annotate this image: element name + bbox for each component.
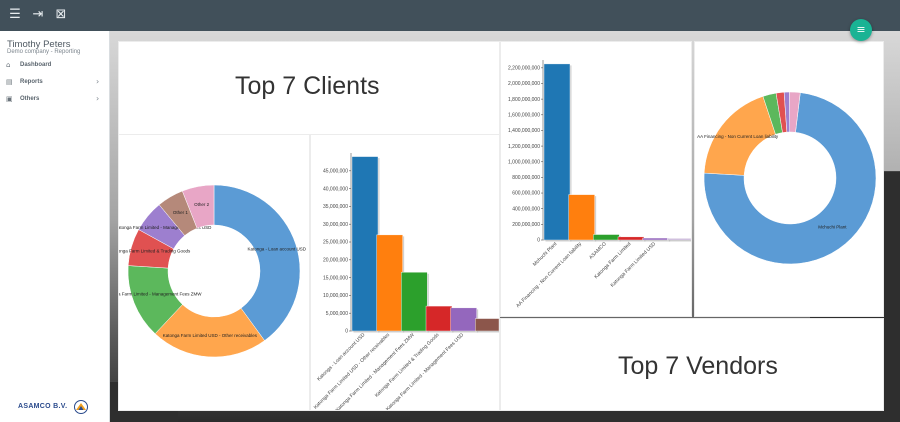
sidebar-item-label: Dashboard: [20, 62, 52, 68]
sidebar-item-reports[interactable]: ▤ Reports ›: [0, 77, 109, 91]
clients-donut-panel: Katonga - Loan account USD Katonga Farm L…: [104, 134, 310, 411]
clients-bar-panel: 0 5,000,000 10,000,000 15,000,000 20,000,000…: [310, 134, 501, 413]
y-tick-label: 35,000,000: [323, 204, 348, 210]
y-tick-label: 800,000,000: [512, 175, 540, 181]
clients-title: Top 7 Clients: [235, 72, 380, 100]
brand-logo-icon: [74, 400, 88, 414]
y-tick-label: 20,000,000: [323, 258, 348, 264]
bar-2[interactable]: [568, 194, 595, 241]
bar-1[interactable]: [543, 63, 571, 241]
bar-shadow: [668, 239, 693, 242]
donut-slice-other-2[interactable]: [182, 184, 215, 229]
y-tick-label: 2,000,000,000: [508, 81, 540, 87]
bar-6[interactable]: [475, 318, 500, 332]
clients-title-panel: Top 7 Clients: [118, 41, 500, 135]
sidebar-item-label: Others: [20, 96, 40, 102]
clients-donut-chart: Katonga - Loan account USD Katonga Farm L…: [104, 184, 307, 358]
y-tick-label: 25,000,000: [323, 240, 348, 246]
y-tick-label: 5,000,000: [326, 311, 348, 317]
y-tick-label: 1,600,000,000: [508, 112, 540, 118]
y-tick-label: 2,200,000,000: [508, 66, 540, 72]
clients-bar-chart: 0 5,000,000 10,000,000 15,000,000 20,000,000…: [313, 153, 501, 413]
donut-label: Katonga Farm Limited - Management Fees Z…: [119, 291, 202, 296]
vendors-bar-chart: 0 200,000,000 400,000,000 600,000,000 800,00…: [508, 60, 693, 309]
bar-1[interactable]: [351, 156, 379, 332]
donut-slice-other[interactable]: [789, 91, 801, 133]
donut-label: Katonga Farm Limited USD - Other receiva…: [163, 333, 258, 338]
y-tick-label: 1,200,000,000: [508, 144, 540, 150]
vendors-donut-chart: Mchuchi Plant AA Financing - Non Current …: [697, 91, 877, 265]
bar-4[interactable]: [425, 305, 453, 332]
bar-3[interactable]: [401, 272, 428, 332]
chevron-right-icon: ›: [96, 94, 100, 103]
box-icon: ▣: [6, 95, 13, 103]
x-tick-label: Katonga - Loan account USD: [316, 332, 367, 383]
y-tick-label: 400,000,000: [512, 206, 540, 212]
x-tick-label: Katonga Farm Limited USD: [610, 241, 658, 289]
donut-label: Katonga - Loan account USD: [247, 247, 306, 252]
y-tick-label: 45,000,000: [323, 169, 348, 175]
sidebar-item-others[interactable]: ▣ Others ›: [0, 94, 109, 108]
document-icon: ▤: [6, 78, 13, 86]
user-name: Timothy Peters: [7, 39, 71, 50]
vendors-bar-panel: 0 200,000,000 400,000,000 600,000,000 800,00…: [500, 41, 693, 317]
donut-label: Katonga Farm Limited - Management Fees U…: [119, 225, 212, 230]
y-tick-label: 15,000,000: [323, 275, 348, 281]
donut-slice-katonga-loan-account-usd[interactable]: [213, 184, 301, 341]
donut-label: Other 2: [194, 202, 210, 207]
fab-menu-button[interactable]: ≡: [850, 19, 872, 41]
sidebar-item-dashboard[interactable]: ⌂ Dashboard: [0, 60, 109, 74]
y-tick-label: 1,800,000,000: [508, 97, 540, 103]
bar-5[interactable]: [450, 307, 477, 332]
donut-slice-mchuchi-plant[interactable]: [703, 92, 877, 265]
y-tick-label: 10,000,000: [323, 293, 348, 299]
y-tick-label: 200,000,000: [512, 222, 540, 228]
sidebar: Timothy Peters Demo company - Reporting …: [0, 31, 110, 422]
bar-3[interactable]: [593, 234, 620, 241]
y-tick-label: 600,000,000: [512, 191, 540, 197]
y-tick-label: 40,000,000: [323, 186, 348, 192]
home-icon: ⌂: [6, 61, 11, 69]
menu-icon[interactable]: ☰: [9, 7, 21, 22]
sidebar-item-label: Reports: [20, 79, 43, 85]
brand-name: ASAMCO B.V.: [18, 403, 68, 410]
bar-2[interactable]: [376, 234, 403, 332]
y-tick-label: 0: [345, 329, 348, 335]
menu-icon: ≡: [856, 23, 866, 36]
top-bar: ☰ ⇥ ⊠: [0, 0, 900, 31]
donut-label: Other 1: [173, 210, 189, 215]
chevron-right-icon: ›: [96, 77, 100, 86]
y-tick-label: 30,000,000: [323, 222, 348, 228]
donut-label: Mchuchi Plant: [818, 225, 847, 230]
bar-6[interactable]: [667, 238, 692, 241]
donut-label: AA Financing - Non Current Loan liabilit…: [697, 134, 779, 139]
bar-shadow: [644, 239, 671, 242]
close-window-icon[interactable]: ⊠: [55, 7, 67, 22]
vendors-title: Top 7 Vendors: [618, 352, 778, 380]
x-tick-label: Mchuchi Plant: [532, 241, 559, 268]
bar-5[interactable]: [642, 237, 669, 241]
y-tick-label: 1,000,000,000: [508, 159, 540, 165]
donut-label: Katonga Farm Limited & Trading Goods: [119, 249, 191, 254]
logout-icon[interactable]: ⇥: [32, 7, 44, 22]
vendors-title-panel: Top 7 Vendors: [500, 318, 884, 411]
bar-4[interactable]: [617, 236, 645, 241]
y-tick-label: 1,400,000,000: [508, 128, 540, 134]
user-subtitle: Demo company - Reporting: [7, 49, 81, 55]
vendors-donut-panel: Mchuchi Plant AA Financing - Non Current …: [694, 41, 884, 317]
y-tick-label: 0: [537, 238, 540, 244]
x-tick-label: ASAMCO: [588, 241, 608, 261]
